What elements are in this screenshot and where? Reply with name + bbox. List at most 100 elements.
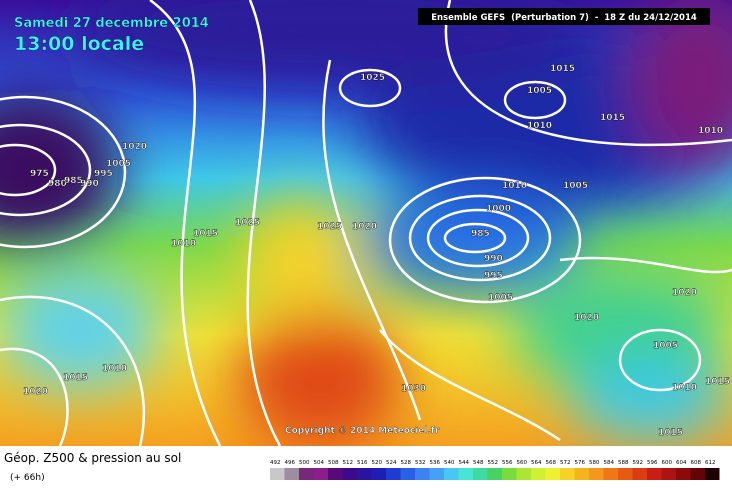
scale-label: 564 (531, 460, 542, 466)
isobar-labels: 9759809859909951005102010251015100510101… (23, 64, 730, 438)
scale-swatch (357, 468, 372, 480)
isobar-label: 1025 (235, 218, 260, 228)
isobar-label: 1015 (658, 428, 683, 438)
isobar-label: 1005 (106, 159, 131, 169)
scale-swatch (560, 468, 575, 480)
scale-label: 500 (299, 460, 310, 466)
scale-swatch (270, 468, 285, 480)
isobar-label: 985 (471, 229, 490, 239)
scale-label: 604 (676, 460, 687, 466)
scale-swatch (473, 468, 488, 480)
isobar-label: 1015 (63, 373, 88, 383)
scale-label: 576 (575, 460, 586, 466)
scale-swatch (690, 468, 705, 480)
isobar-label: 1020 (352, 222, 377, 232)
scale-label: 560 (517, 460, 528, 466)
isobar-label: 1020 (23, 387, 48, 397)
scale-label: 592 (633, 460, 644, 466)
isobar-label: 1030 (401, 384, 426, 394)
isobar-label: 1005 (527, 86, 552, 96)
lead-time: (+ 66h) (10, 473, 45, 483)
scale-label: 552 (488, 460, 499, 466)
scale-label: 536 (430, 460, 441, 466)
scale-swatch (661, 468, 676, 480)
model: Ensemble GEFS (Perturbation 7) - 18 Z du… (431, 13, 697, 23)
scale-swatch (531, 468, 546, 480)
scale-swatch (458, 468, 473, 480)
scale-swatch (342, 468, 357, 480)
isobar-label: 1015 (600, 113, 625, 123)
scale-swatch (705, 468, 720, 480)
isobar-label: 1015 (550, 64, 575, 74)
scale-label: 584 (604, 460, 615, 466)
scale-label: 544 (459, 460, 470, 466)
isobar-label: 975 (30, 169, 49, 179)
scale-swatch (589, 468, 604, 480)
isobar-label: 1010 (698, 126, 723, 136)
scale-label: 572 (560, 460, 571, 466)
scale-swatch (618, 468, 633, 480)
scale-label: 504 (314, 460, 325, 466)
scale-label: 508 (328, 460, 339, 466)
scale-label: 492 (270, 460, 281, 466)
scale-swatch (299, 468, 314, 480)
isobars (0, 0, 732, 446)
color-scale: 492 496 500 504 508 512 516 520 524 528 532 536 540 5… (270, 460, 720, 480)
scale-label: 580 (589, 460, 600, 466)
isobar-label: 995 (94, 169, 113, 179)
isobar-label: 1010 (171, 239, 196, 249)
scale-swatch (371, 468, 386, 480)
date: Samedi 27 decembre 2014 (14, 16, 209, 31)
scale-swatch (516, 468, 531, 480)
scale-swatch (647, 468, 662, 480)
isobar-label: 1005 (653, 341, 678, 351)
isobar-label: 985 (64, 176, 83, 186)
scale-swatch (444, 468, 459, 480)
scale-swatch (429, 468, 444, 480)
scale-swatch (400, 468, 415, 480)
scale-swatch (676, 468, 691, 480)
scale-label: 600 (662, 460, 673, 466)
model-box (418, 8, 710, 25)
scale-label: 512 (343, 460, 354, 466)
scale-swatch (632, 468, 647, 480)
isobar-label: 1010 (527, 121, 552, 131)
scale-label: 612 (705, 460, 716, 466)
legend-title: Géop. Z500 & pression au sol (4, 451, 181, 465)
scale-label: 556 (502, 460, 513, 466)
isobar-label: 990 (80, 179, 99, 189)
isobar-label: 1015 (705, 377, 730, 387)
isobar-label: 1010 (102, 364, 127, 374)
scale-swatch (284, 468, 299, 480)
scale-label: 596 (647, 460, 658, 466)
isobar-label: 990 (484, 254, 503, 264)
isobar-label: 1025 (317, 222, 342, 232)
isobar-label: 995 (484, 271, 503, 281)
isobar-label: 1005 (488, 293, 513, 303)
isobar-label: 1015 (193, 229, 218, 239)
scale-swatch (487, 468, 502, 480)
scale-swatch (415, 468, 430, 480)
scale-label: 588 (618, 460, 629, 466)
isobar-label: 1025 (360, 73, 385, 83)
scale-swatch (502, 468, 517, 480)
scale-label: 608 (691, 460, 702, 466)
time: 13:00 locale (14, 33, 144, 55)
isobar-label: 1020 (672, 288, 697, 298)
isobar-label: 1005 (563, 181, 588, 191)
scale-label: 520 (372, 460, 383, 466)
scale-label: 548 (473, 460, 484, 466)
scale-label: 516 (357, 460, 368, 466)
scale-label: 524 (386, 460, 397, 466)
isobar-label: 1010 (502, 181, 527, 191)
scale-swatch (386, 468, 401, 480)
scale-label: 496 (285, 460, 296, 466)
scale-swatch (574, 468, 589, 480)
copyright: Copyright © 2014 Meteociel.fr (285, 426, 440, 436)
scale-swatch (328, 468, 343, 480)
scale-label: 532 (415, 460, 426, 466)
scale-swatch (313, 468, 328, 480)
scale-label: 528 (401, 460, 412, 466)
isobar-label: 1000 (486, 204, 511, 214)
